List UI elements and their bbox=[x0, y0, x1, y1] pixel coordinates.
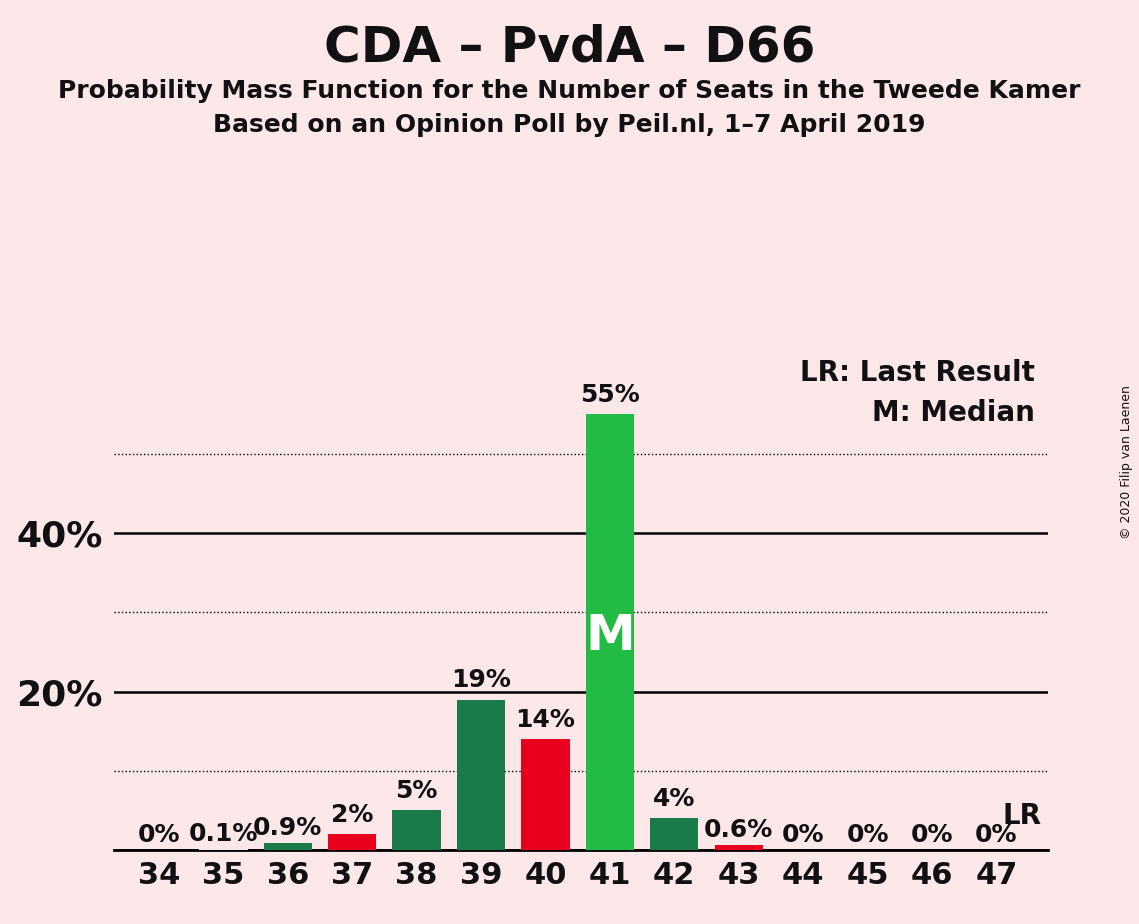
Text: LR: LR bbox=[1002, 802, 1041, 831]
Text: 0%: 0% bbox=[781, 823, 825, 847]
Bar bbox=[263, 843, 312, 850]
Text: 0.6%: 0.6% bbox=[704, 818, 773, 842]
Text: 0%: 0% bbox=[975, 823, 1017, 847]
Text: 0.1%: 0.1% bbox=[189, 822, 259, 846]
Bar bbox=[650, 819, 698, 850]
Text: M: Median: M: Median bbox=[872, 398, 1035, 427]
Text: M: M bbox=[585, 613, 634, 661]
Text: 19%: 19% bbox=[451, 668, 511, 692]
Text: Based on an Opinion Poll by Peil.nl, 1–7 April 2019: Based on an Opinion Poll by Peil.nl, 1–7… bbox=[213, 113, 926, 137]
Text: 0%: 0% bbox=[846, 823, 888, 847]
Text: 2%: 2% bbox=[331, 803, 374, 827]
Text: 55%: 55% bbox=[580, 383, 640, 407]
Text: LR: Last Result: LR: Last Result bbox=[800, 359, 1035, 387]
Text: CDA – PvdA – D66: CDA – PvdA – D66 bbox=[323, 23, 816, 71]
Text: 14%: 14% bbox=[516, 708, 575, 732]
Text: 0%: 0% bbox=[911, 823, 953, 847]
Bar bbox=[457, 699, 506, 850]
Bar bbox=[393, 810, 441, 850]
Text: Probability Mass Function for the Number of Seats in the Tweede Kamer: Probability Mass Function for the Number… bbox=[58, 79, 1081, 103]
Text: 0%: 0% bbox=[138, 823, 180, 847]
Text: 5%: 5% bbox=[395, 779, 437, 803]
Bar bbox=[585, 415, 634, 850]
Bar bbox=[522, 739, 570, 850]
Text: © 2020 Filip van Laenen: © 2020 Filip van Laenen bbox=[1121, 385, 1133, 539]
Bar bbox=[328, 834, 376, 850]
Text: 0.9%: 0.9% bbox=[253, 816, 322, 840]
Bar bbox=[714, 845, 763, 850]
Text: 4%: 4% bbox=[653, 787, 696, 811]
